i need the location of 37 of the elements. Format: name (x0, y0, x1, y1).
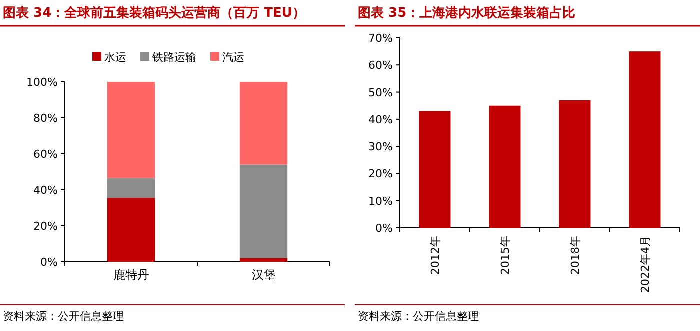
x-tick-label: 2018年 (569, 236, 582, 275)
y-tick-label: 20% (368, 168, 393, 181)
y-tick-label: 0% (376, 222, 393, 235)
y-tick-label: 50% (368, 86, 393, 100)
y-tick-label: 60% (368, 59, 393, 72)
bar (629, 52, 661, 228)
y-tick-label: 40% (368, 113, 393, 126)
chart-title: 图表 35：上海港内水联运集装箱占比 (358, 5, 576, 21)
y-tick-label: 100% (26, 76, 58, 89)
x-tick-label: 2015年 (499, 236, 512, 275)
bar (107, 178, 156, 198)
chart-title: 图表 34：全球前五集装箱码头运营商（百万 TEU） (3, 5, 306, 21)
y-tick-label: 40% (34, 184, 58, 197)
y-tick-label: 20% (34, 220, 58, 233)
y-tick-label: 30% (368, 140, 393, 154)
bar (240, 164, 288, 258)
text: 资料来源：公开信息整理 (3, 310, 124, 323)
legend-label: 铁路运输 (152, 51, 196, 64)
bar (419, 111, 451, 228)
y-tick-label: 70% (368, 32, 393, 45)
bar (240, 258, 288, 262)
x-tick-label: 2022年4月 (639, 236, 652, 293)
legend-label: 水运 (104, 51, 126, 64)
y-tick-label: 10% (368, 194, 393, 208)
text: 资料来源：公开信息整理 (358, 310, 479, 323)
bar (107, 198, 156, 262)
x-tick-label: 2012年 (429, 236, 442, 275)
y-tick-label: 80% (34, 112, 58, 125)
x-tick-label: 鹿特丹 (113, 268, 150, 282)
x-tick-label: 汉堡 (252, 268, 276, 282)
y-tick-label: 60% (34, 148, 58, 161)
bar (240, 82, 288, 165)
bar (559, 100, 591, 228)
bar (489, 106, 521, 228)
bar (107, 82, 156, 178)
y-tick-label: 0% (40, 256, 58, 269)
legend-label: 汽运 (222, 51, 244, 64)
